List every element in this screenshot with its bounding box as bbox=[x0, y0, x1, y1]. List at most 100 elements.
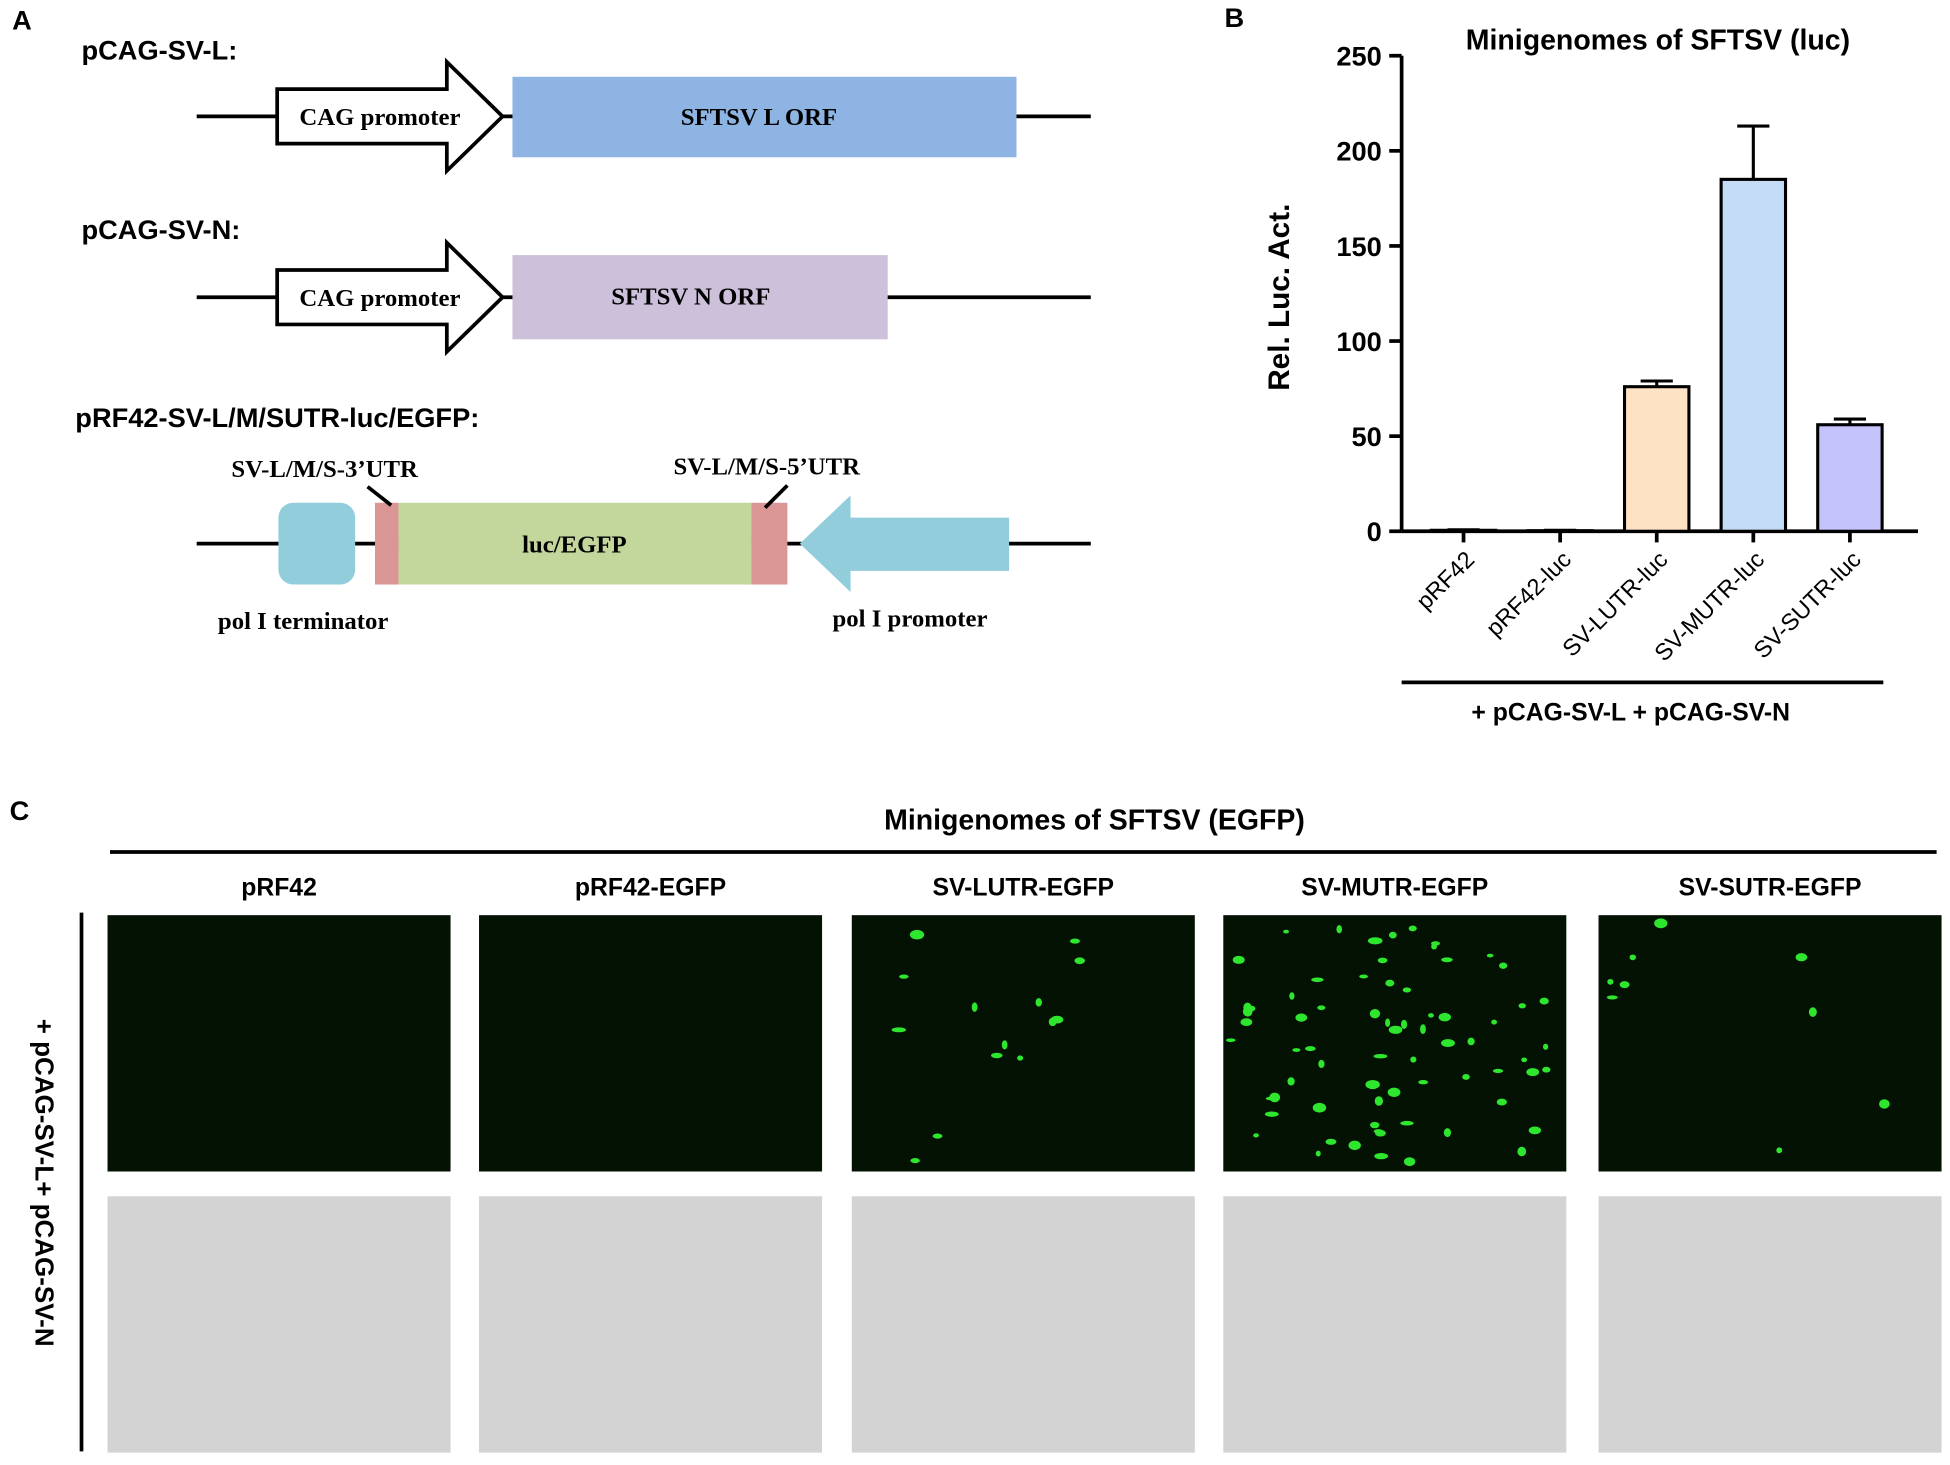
cell bbox=[910, 1158, 920, 1164]
cell bbox=[1359, 974, 1369, 979]
cell bbox=[1518, 1003, 1526, 1009]
cell bbox=[1606, 995, 1618, 1000]
construct-title: pRF42-SV-L/M/SUTR-luc/EGFP: bbox=[75, 402, 479, 433]
cell bbox=[1517, 1146, 1527, 1157]
cell bbox=[1528, 1126, 1542, 1135]
promoter-label: CAG promoter bbox=[299, 104, 460, 131]
x-tick-label: pRF42 bbox=[1411, 546, 1479, 614]
cell bbox=[1253, 1133, 1259, 1138]
cell bbox=[990, 1052, 1003, 1059]
cell bbox=[1264, 1111, 1279, 1117]
cell bbox=[1491, 1019, 1498, 1025]
construct-title: pCAG-SV-N: bbox=[82, 214, 241, 245]
orf-box bbox=[512, 255, 888, 340]
bar bbox=[1816, 423, 1884, 533]
cell bbox=[1526, 1068, 1540, 1077]
row-label: + pCAG-SV-L+ pCAG-SV-N bbox=[30, 1019, 60, 1347]
cell bbox=[1385, 1018, 1391, 1027]
orf-box bbox=[512, 76, 1017, 158]
terminator-box bbox=[278, 502, 356, 585]
promoter-arrow bbox=[275, 238, 506, 357]
cell bbox=[1243, 1002, 1252, 1013]
column-label: SV-LUTR-EGFP bbox=[933, 874, 1115, 901]
bar bbox=[1719, 177, 1788, 533]
brightfield-image bbox=[479, 1196, 823, 1453]
panel-c: C Minigenomes of SFTSV (EGFP) + pCAG-SV-… bbox=[10, 795, 1942, 1453]
cell bbox=[1629, 954, 1636, 961]
fluorescence-image bbox=[851, 915, 1195, 1172]
cell bbox=[1269, 1092, 1281, 1103]
cell bbox=[1226, 1038, 1236, 1043]
cell bbox=[1418, 1080, 1429, 1085]
panel-label: B bbox=[1225, 2, 1245, 33]
promoter-arrow bbox=[275, 57, 506, 176]
cell bbox=[1287, 1077, 1295, 1086]
y-tick-label: 200 bbox=[1336, 136, 1381, 167]
cell bbox=[1521, 1057, 1528, 1063]
cell bbox=[1292, 1048, 1301, 1052]
cell bbox=[1428, 1013, 1434, 1018]
fluorescence-image bbox=[1598, 915, 1942, 1172]
cell bbox=[1443, 1128, 1452, 1138]
cell bbox=[1374, 1096, 1384, 1106]
brightfield-image bbox=[1223, 1196, 1567, 1453]
cell bbox=[1348, 1140, 1361, 1151]
cell bbox=[1438, 1012, 1451, 1022]
utr-box bbox=[751, 502, 788, 585]
cell bbox=[1607, 978, 1614, 985]
fluorescence-image bbox=[1223, 915, 1567, 1172]
cell bbox=[1377, 957, 1388, 964]
cell bbox=[1385, 979, 1395, 987]
cell bbox=[1410, 1056, 1417, 1063]
cell bbox=[1315, 1150, 1321, 1157]
terminator-label: pol I terminator bbox=[218, 608, 388, 635]
cell bbox=[1496, 1098, 1507, 1106]
y-axis-label: Rel. Luc. Act. bbox=[1263, 204, 1296, 391]
y-tick-label: 100 bbox=[1336, 326, 1381, 357]
reporter-box bbox=[398, 502, 752, 585]
cell bbox=[1232, 955, 1245, 964]
cell bbox=[1240, 1018, 1253, 1027]
cell bbox=[1879, 1099, 1890, 1109]
brightfield-image bbox=[851, 1196, 1195, 1453]
utr3-label: SV-L/M/S-3’UTR bbox=[231, 456, 419, 483]
panel-b: B Minigenomes of SFTSV (luc) Rel. Luc. A… bbox=[1225, 2, 1919, 727]
cell bbox=[1388, 931, 1397, 939]
fluorescence-image bbox=[479, 915, 823, 1172]
cell bbox=[1050, 1015, 1064, 1024]
column-label: SV-SUTR-EGFP bbox=[1679, 874, 1862, 901]
pol-promoter-arrow bbox=[799, 495, 1010, 592]
panel-label: A bbox=[12, 5, 32, 36]
cell bbox=[1808, 1007, 1817, 1017]
brightfield-image bbox=[1598, 1196, 1942, 1453]
cell bbox=[1776, 1147, 1783, 1154]
cell bbox=[1074, 957, 1085, 965]
column-label: pRF42 bbox=[241, 874, 317, 901]
panel-title: Minigenomes of SFTSV (EGFP) bbox=[884, 805, 1305, 837]
cell bbox=[1387, 1087, 1401, 1097]
cell bbox=[1369, 1009, 1381, 1019]
bar bbox=[1526, 529, 1594, 533]
pointer bbox=[763, 484, 789, 510]
panel-a: A pCAG-SV-L: CAG promoter SFTSV L ORF pC… bbox=[12, 5, 1091, 635]
cell bbox=[1654, 918, 1668, 929]
cell bbox=[1295, 1013, 1308, 1022]
cell bbox=[932, 1133, 943, 1139]
cell bbox=[1542, 1066, 1551, 1073]
cell bbox=[1400, 1120, 1414, 1126]
promoter-label: pol I promoter bbox=[833, 606, 988, 633]
cell bbox=[1373, 1054, 1388, 1059]
cell bbox=[1370, 1121, 1380, 1129]
cell bbox=[1283, 929, 1289, 934]
cell bbox=[1373, 1129, 1384, 1134]
chart-title: Minigenomes of SFTSV (luc) bbox=[1466, 25, 1850, 57]
cell bbox=[1431, 943, 1437, 950]
cell bbox=[971, 1002, 978, 1012]
cell bbox=[1420, 1024, 1426, 1035]
cell bbox=[1619, 981, 1630, 989]
bar bbox=[1429, 528, 1498, 533]
cell bbox=[1539, 997, 1549, 1005]
cell bbox=[1492, 1068, 1504, 1073]
cell bbox=[1400, 1019, 1408, 1030]
cell bbox=[1388, 1025, 1403, 1034]
